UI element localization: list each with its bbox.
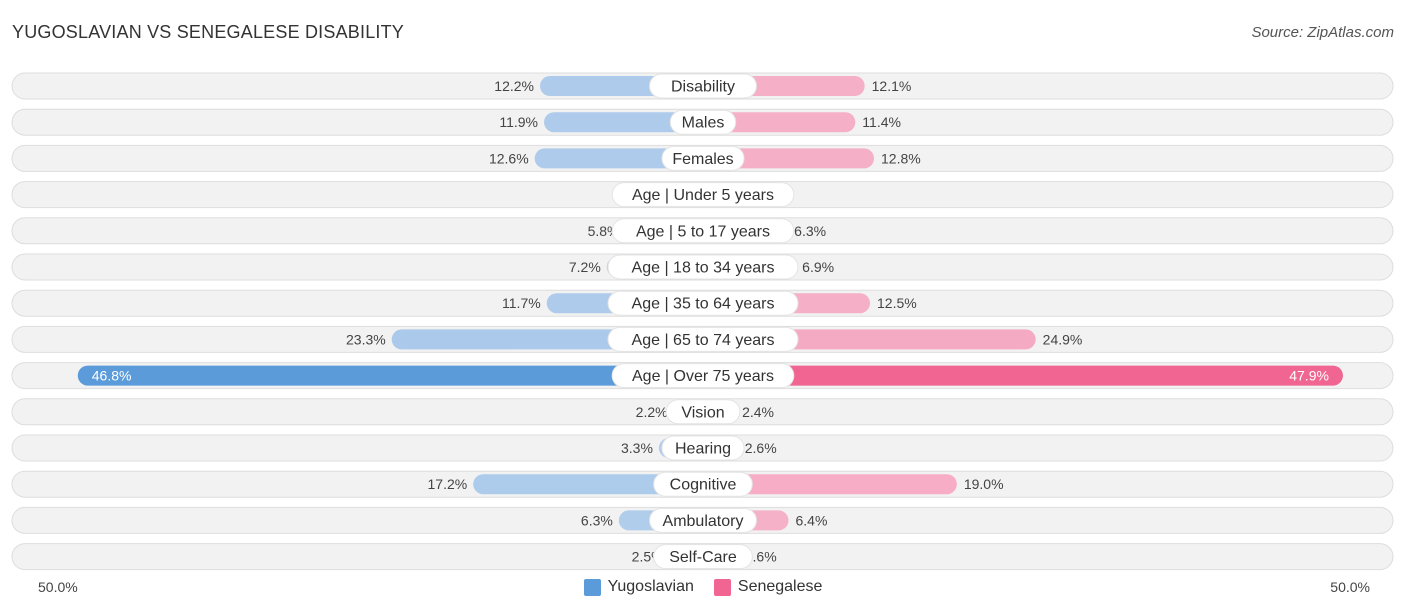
value-label-senegalese: 2.6% — [745, 440, 777, 456]
legend-item-yugoslavian: Yugoslavian — [583, 578, 694, 596]
source-label: Source: ZipAtlas.com — [1251, 24, 1394, 41]
value-label-senegalese: 24.9% — [1043, 331, 1083, 347]
category-pill — [661, 435, 745, 461]
value-label-senegalese: 6.9% — [802, 259, 834, 275]
value-label-yugoslavian: 11.7% — [502, 295, 541, 311]
bar-yugoslavian — [544, 112, 703, 133]
category-pill — [649, 73, 757, 99]
value-label-yugoslavian: 3.3% — [621, 440, 653, 456]
bar-yugoslavian — [77, 365, 703, 386]
category-label: Males — [682, 115, 725, 132]
value-label-yugoslavian: 23.3% — [346, 331, 386, 347]
legend-label-senegalese: Senegalese — [737, 578, 823, 595]
value-label-yugoslavian: 12.2% — [494, 78, 534, 94]
value-label-yugoslavian: 7.2% — [569, 259, 601, 275]
axis-label-left: 50.0% — [38, 579, 78, 595]
category-pill — [653, 544, 753, 570]
category-pill — [611, 363, 795, 389]
category-label: Age | 35 to 64 years — [632, 296, 775, 313]
category-label: Age | 65 to 74 years — [632, 332, 775, 349]
category-pill — [653, 471, 753, 497]
bar-yugoslavian — [534, 148, 703, 169]
value-label-yugoslavian: 46.8% — [92, 368, 132, 384]
legend-swatch-yugoslavian — [583, 578, 601, 596]
value-label-yugoslavian: 17.2% — [428, 476, 468, 492]
category-label: Hearing — [675, 441, 731, 458]
bar-senegalese — [703, 148, 875, 169]
category-pill — [611, 182, 795, 208]
category-label: Age | 5 to 17 years — [636, 223, 770, 240]
value-label-senegalese: 2.4% — [742, 404, 774, 420]
value-label-senegalese: 12.1% — [872, 78, 912, 94]
category-label: Age | 18 to 34 years — [632, 260, 775, 277]
legend-label-yugoslavian: Yugoslavian — [607, 578, 694, 595]
category-label: Ambulatory — [663, 513, 744, 530]
category-pill — [661, 145, 745, 171]
value-label-senegalese: 6.3% — [794, 223, 826, 239]
category-label: Vision — [681, 404, 724, 421]
category-pill — [607, 290, 799, 316]
category-pill — [669, 109, 737, 135]
bar-senegalese — [703, 365, 1343, 386]
axis-label-right: 50.0% — [1330, 579, 1370, 595]
category-pill — [607, 254, 799, 280]
value-label-yugoslavian: 11.9% — [499, 114, 538, 130]
value-label-senegalese: 12.8% — [881, 150, 921, 166]
category-label: Cognitive — [670, 477, 737, 494]
category-pill — [665, 399, 741, 425]
category-label: Age | Over 75 years — [632, 368, 774, 385]
category-label: Females — [672, 151, 733, 168]
value-label-yugoslavian: 2.2% — [636, 404, 668, 420]
value-label-yugoslavian: 12.6% — [489, 150, 529, 166]
category-pill — [649, 507, 757, 533]
category-label: Self-Care — [669, 549, 737, 566]
legend: Yugoslavian Senegalese — [0, 578, 1406, 596]
value-label-senegalese: 11.4% — [862, 114, 901, 130]
category-label: Age | Under 5 years — [632, 187, 774, 204]
bar-senegalese — [703, 474, 957, 495]
category-label: Disability — [671, 79, 735, 96]
legend-swatch-senegalese — [713, 578, 731, 596]
value-label-senegalese: 12.5% — [877, 295, 917, 311]
value-label-senegalese: 19.0% — [964, 476, 1004, 492]
legend-item-senegalese: Senegalese — [713, 578, 823, 596]
bar-yugoslavian — [473, 474, 703, 495]
value-label-senegalese: 6.4% — [796, 512, 828, 528]
value-label-yugoslavian: 5.8% — [588, 223, 620, 239]
bar-senegalese — [703, 112, 856, 133]
value-label-senegalese: 2.6% — [745, 549, 777, 565]
category-pill — [607, 326, 799, 352]
chart-title: YUGOSLAVIAN VS SENEGALESE DISABILITY — [12, 22, 405, 42]
category-pill — [611, 218, 795, 244]
value-label-yugoslavian: 6.3% — [581, 512, 613, 528]
value-label-senegalese: 47.9% — [1289, 368, 1329, 384]
